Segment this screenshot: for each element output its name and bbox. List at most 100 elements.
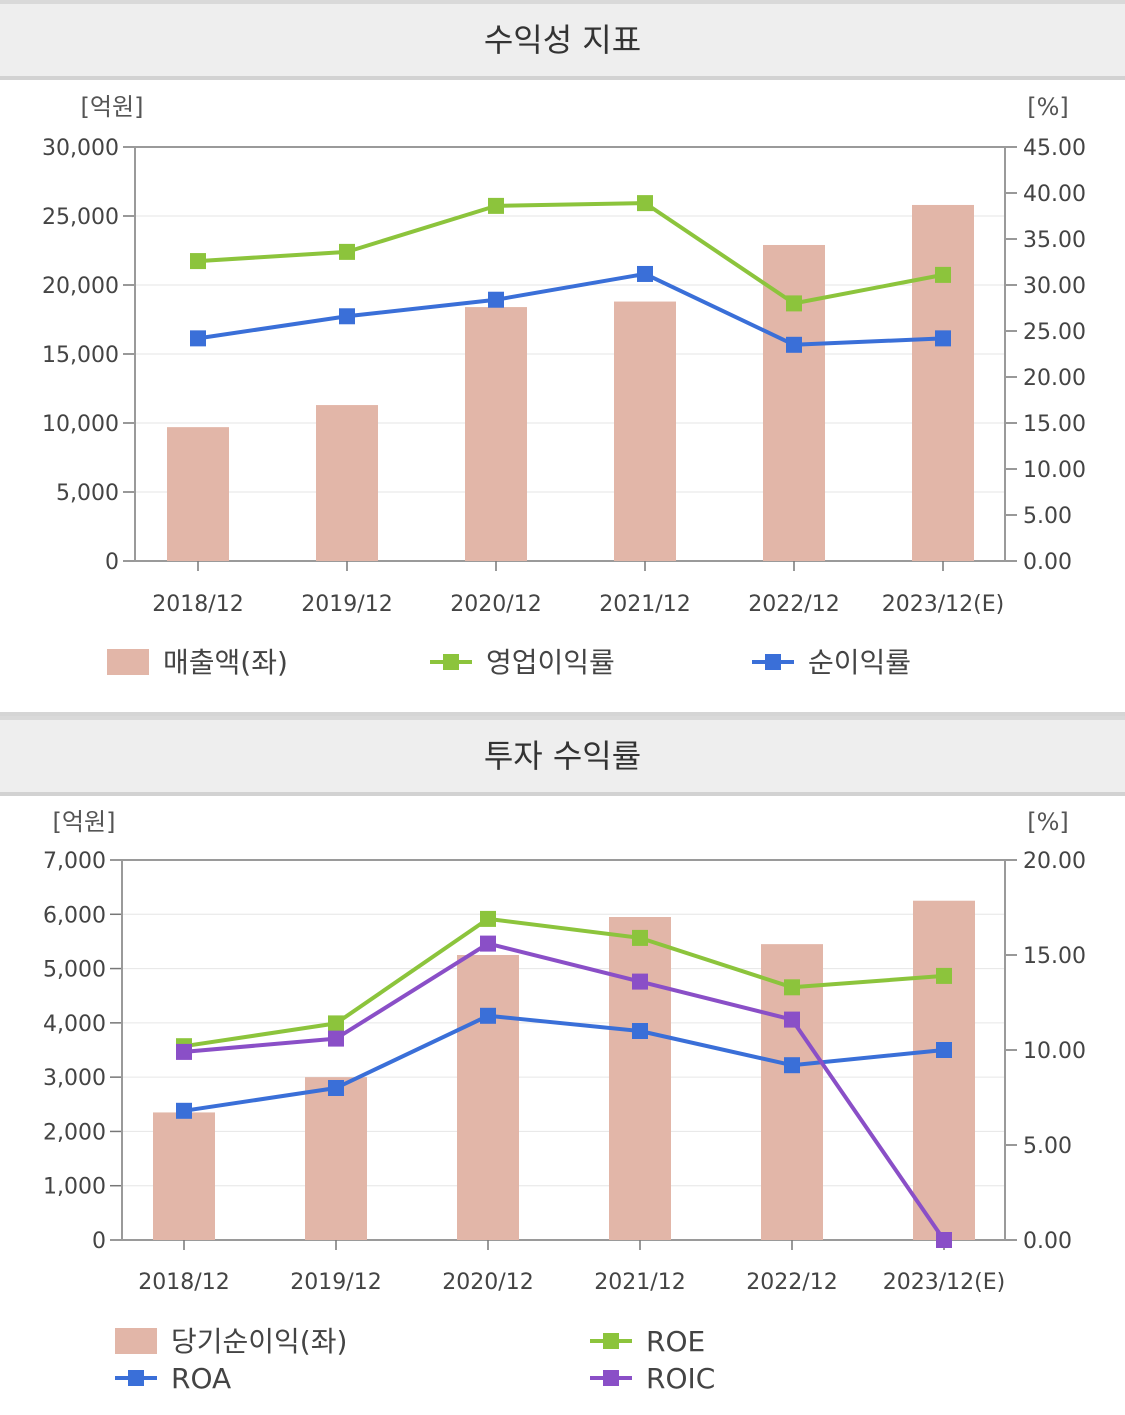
legend-marker — [765, 654, 781, 670]
data-point — [632, 1023, 648, 1039]
right-tick-label: 20.00 — [1023, 849, 1086, 874]
bar — [763, 244, 825, 562]
series-line — [183, 916, 945, 1049]
x-tick-label: 2023/12(E) — [883, 1270, 1005, 1295]
right-tick-label: 40.00 — [1023, 182, 1086, 207]
bar — [457, 955, 519, 1240]
investment-return-chart: 0 1,000 2,000 3,000 4,000 5,000 6,000 7,000 0.00… — [43, 808, 1086, 1395]
left-tick-label: 3,000 — [43, 1066, 106, 1091]
legend-marker — [603, 1370, 619, 1386]
legend-label: ROA — [171, 1362, 231, 1395]
left-tick-label: 2,000 — [43, 1120, 106, 1145]
bar — [912, 204, 974, 561]
x-tick-label: 2018/12 — [152, 592, 243, 617]
x-tick-label: 2023/12(E) — [882, 592, 1004, 617]
legend-marker — [443, 654, 459, 670]
left-tick-label: 4,000 — [43, 1012, 106, 1037]
data-point — [328, 1080, 344, 1096]
data-point — [176, 1102, 192, 1119]
profitability-panel: 수익성 지표 0 5,000 10,000 15,000 20,000 25,000 30,… — [0, 0, 1125, 715]
series-line — [197, 271, 944, 347]
right-tick-label: 25.00 — [1023, 320, 1086, 345]
data-point — [637, 265, 653, 282]
left-tick-label: 15,000 — [42, 343, 119, 368]
x-tick-label: 2022/12 — [748, 592, 839, 617]
right-tick-label: 10.00 — [1023, 1039, 1086, 1064]
bar — [465, 307, 527, 561]
investment-return-title: 투자 수익률 — [483, 737, 642, 775]
data-point — [784, 1011, 800, 1028]
panel-separator — [0, 712, 1125, 718]
data-point — [632, 973, 648, 990]
legend-swatch — [107, 649, 149, 675]
data-point — [637, 195, 653, 212]
legend-label: 순이익률 — [808, 646, 911, 679]
right-tick-label: 0.00 — [1023, 1229, 1072, 1254]
data-point — [339, 243, 355, 260]
profitability-title: 수익성 지표 — [483, 21, 642, 59]
data-point — [786, 295, 802, 312]
legend-marker — [603, 1333, 619, 1349]
x-tick-label: 2020/12 — [442, 1270, 533, 1295]
legend-label: 당기순이익(좌) — [171, 1325, 347, 1358]
data-point — [936, 967, 952, 984]
data-point — [480, 935, 496, 952]
right-tick-label: 15.00 — [1023, 944, 1086, 969]
data-point — [190, 253, 206, 270]
data-point — [935, 266, 951, 283]
bar — [609, 917, 671, 1240]
left-tick-label: 5,000 — [56, 481, 119, 506]
profitability-chart-area: 0 5,000 10,000 15,000 20,000 25,000 30,000 0.00… — [0, 80, 1125, 715]
right-tick-label: 5.00 — [1023, 504, 1072, 529]
data-point — [480, 910, 496, 927]
bar — [153, 1112, 215, 1240]
right-tick-label: 15.00 — [1023, 412, 1086, 437]
left-tick-label: 5,000 — [43, 958, 106, 983]
data-point — [784, 979, 800, 996]
right-tick-label: 0.00 — [1023, 550, 1072, 575]
right-tick-label: 35.00 — [1023, 228, 1086, 253]
bar — [305, 1077, 367, 1240]
data-point — [190, 330, 206, 347]
x-tick-label: 2018/12 — [138, 1270, 229, 1295]
left-axis-unit: [억원] — [53, 808, 116, 836]
left-tick-label: 1,000 — [43, 1175, 106, 1200]
left-tick-label: 25,000 — [42, 205, 119, 230]
series-line — [183, 1013, 945, 1113]
data-point — [488, 291, 504, 308]
data-point — [784, 1057, 800, 1074]
x-tick-label: 2021/12 — [594, 1270, 685, 1295]
data-point — [936, 1042, 952, 1058]
investment-return-title-bar: 투자 수익률 — [0, 716, 1125, 796]
bar — [167, 427, 229, 561]
left-tick-label: 20,000 — [42, 274, 119, 299]
legend-swatch — [115, 1328, 157, 1354]
legend-label: ROE — [646, 1325, 705, 1358]
right-axis-unit: [%] — [1027, 808, 1069, 836]
legend-marker — [128, 1370, 144, 1386]
left-axis-unit: [억원] — [81, 93, 144, 121]
x-tick-label: 2019/12 — [290, 1270, 381, 1295]
profitability-title-bar: 수익성 지표 — [0, 0, 1125, 80]
data-point — [176, 1043, 192, 1060]
legend-label: 영업이익률 — [486, 646, 615, 679]
series-line — [197, 201, 944, 306]
data-point — [786, 336, 802, 353]
data-point — [328, 1030, 344, 1047]
profitability-chart: 0 5,000 10,000 15,000 20,000 25,000 30,000 0.00… — [42, 93, 1086, 679]
left-tick-label: 10,000 — [42, 412, 119, 437]
x-tick-label: 2021/12 — [599, 592, 690, 617]
data-point — [632, 929, 648, 946]
plot-frame — [121, 859, 1006, 1241]
data-point — [480, 1007, 496, 1024]
data-point — [936, 1232, 952, 1248]
x-tick-label: 2019/12 — [301, 592, 392, 617]
right-tick-label: 30.00 — [1023, 274, 1086, 299]
right-tick-label: 45.00 — [1023, 136, 1086, 161]
data-point — [488, 197, 504, 214]
bar — [614, 301, 676, 561]
left-tick-label: 30,000 — [42, 136, 119, 161]
data-point — [328, 1015, 344, 1032]
bar — [316, 405, 378, 561]
left-tick-label: 6,000 — [43, 903, 106, 928]
